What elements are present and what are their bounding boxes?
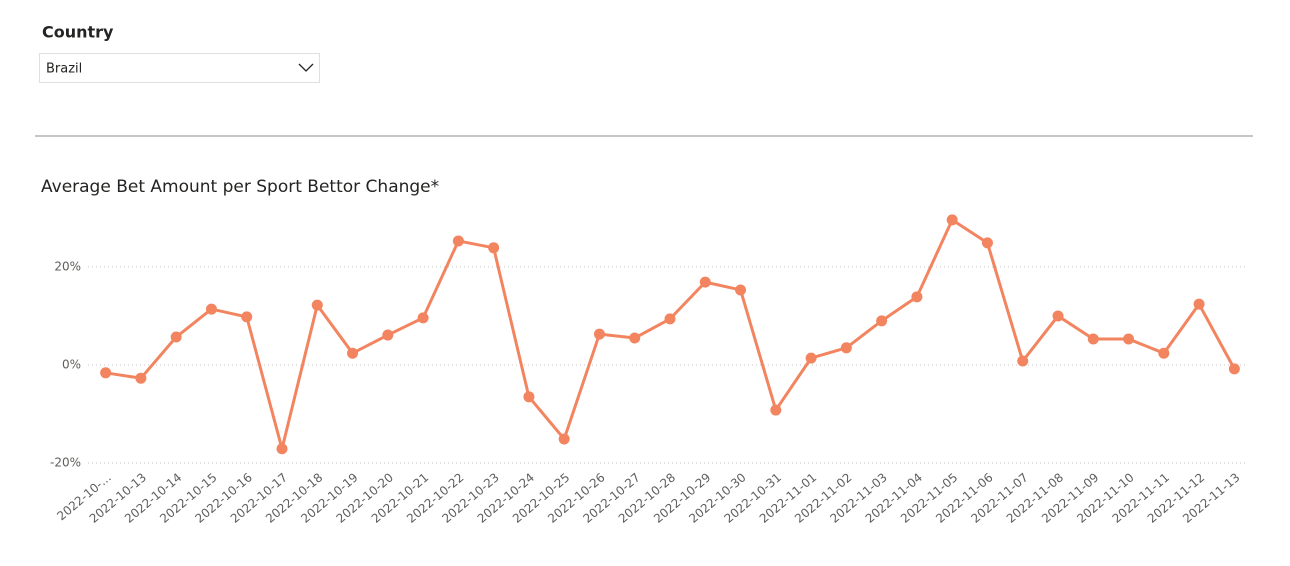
dropdown-value[interactable]: Brazil xyxy=(46,62,82,77)
marker xyxy=(629,332,641,344)
marker xyxy=(100,367,112,379)
marker xyxy=(1087,333,1099,345)
slicer-title: Country xyxy=(42,23,114,42)
marker xyxy=(876,315,888,327)
marker xyxy=(1123,333,1135,345)
marker xyxy=(1193,298,1205,310)
marker xyxy=(276,443,288,455)
marker xyxy=(981,237,993,249)
marker xyxy=(205,303,217,315)
marker xyxy=(382,329,394,341)
marker xyxy=(593,328,605,340)
marker xyxy=(347,347,359,359)
marker xyxy=(911,291,923,303)
marker xyxy=(699,276,711,288)
marker xyxy=(946,214,958,226)
marker xyxy=(770,404,782,416)
marker xyxy=(311,299,323,311)
y-tick-label: 20% xyxy=(54,259,81,273)
y-tick-label: -20% xyxy=(50,456,81,470)
marker xyxy=(135,372,147,384)
marker xyxy=(1228,363,1240,375)
marker xyxy=(735,284,747,296)
marker xyxy=(1052,310,1064,322)
marker xyxy=(664,313,676,325)
dropdown[interactable] xyxy=(39,53,320,83)
marker xyxy=(170,331,182,343)
marker xyxy=(840,342,852,354)
marker xyxy=(558,433,570,445)
marker xyxy=(523,391,535,403)
chart-title: Average Bet Amount per Sport Bettor Chan… xyxy=(41,177,439,197)
dropdown-chevron[interactable] xyxy=(298,63,314,72)
marker xyxy=(241,311,253,323)
marker xyxy=(452,235,464,247)
marker xyxy=(1158,347,1170,359)
line xyxy=(105,218,1236,451)
y-tick-label: 0% xyxy=(62,357,81,371)
marker xyxy=(417,312,429,324)
marker xyxy=(1017,355,1029,367)
marker xyxy=(805,352,817,364)
marker xyxy=(488,242,500,254)
